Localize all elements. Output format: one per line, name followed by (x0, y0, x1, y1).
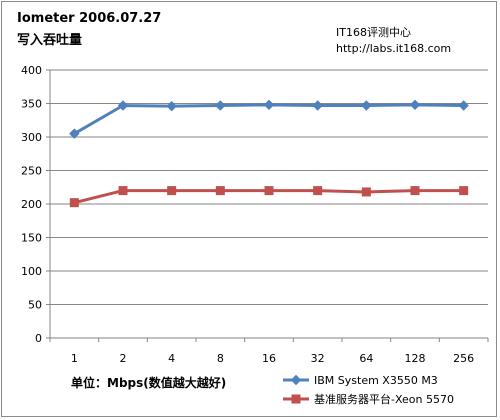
unit-label: 单位：Mbps(数值越大越好) (71, 376, 227, 390)
y-tick-label: 300 (21, 131, 42, 144)
legend-label-2: 基准服务器平台-Xeon 5570 (314, 392, 454, 406)
legend-marker-1 (290, 374, 302, 386)
series-2-point (167, 186, 177, 196)
x-tick-label: 128 (405, 352, 426, 365)
series-1-point (215, 100, 226, 111)
x-tick-label: 8 (217, 352, 224, 365)
x-tick-label: 16 (262, 352, 276, 365)
y-tick-label: 0 (35, 332, 42, 345)
y-tick-label: 100 (21, 265, 42, 278)
series-1-point (69, 128, 80, 139)
x-tick-label: 4 (168, 352, 175, 365)
y-tick-label: 150 (21, 232, 42, 245)
y-tick-label: 350 (21, 98, 42, 111)
y-tick-label: 400 (21, 64, 42, 77)
x-tick-label: 1 (71, 352, 78, 365)
chart-title-line2: 写入吞吐量 (17, 33, 83, 48)
series-2-point (118, 186, 128, 196)
series-1-point (263, 99, 275, 111)
series-2-point (215, 186, 225, 196)
series-2-point (410, 186, 420, 196)
y-tick-label: 200 (21, 198, 42, 211)
series-2-point (361, 187, 371, 197)
series-1-point (166, 100, 177, 112)
series-2-point (459, 186, 469, 196)
y-tick-label: 250 (21, 165, 42, 178)
series-2-point (69, 198, 79, 208)
series-2-point (313, 186, 323, 196)
series-2-point (264, 186, 274, 196)
series-1-point (361, 100, 372, 111)
y-tick-label: 50 (28, 299, 42, 312)
x-tick-label: 64 (359, 352, 373, 365)
legend-marker-2 (291, 394, 301, 404)
site-name-label: IT168评测中心 (336, 26, 411, 39)
legend-label-1: IBM System X3550 M3 (314, 374, 438, 387)
chart-title-line1: Iometer 2006.07.27 (17, 11, 162, 26)
x-tick-label: 2 (120, 352, 127, 365)
x-tick-label: 32 (311, 352, 325, 365)
site-url-label: http://labs.it168.com (336, 42, 452, 55)
series-1-point (312, 100, 323, 111)
series-1-point (409, 99, 421, 111)
x-tick-label: 256 (453, 352, 474, 365)
series-1-point (458, 100, 469, 111)
series-1-point (117, 100, 129, 111)
